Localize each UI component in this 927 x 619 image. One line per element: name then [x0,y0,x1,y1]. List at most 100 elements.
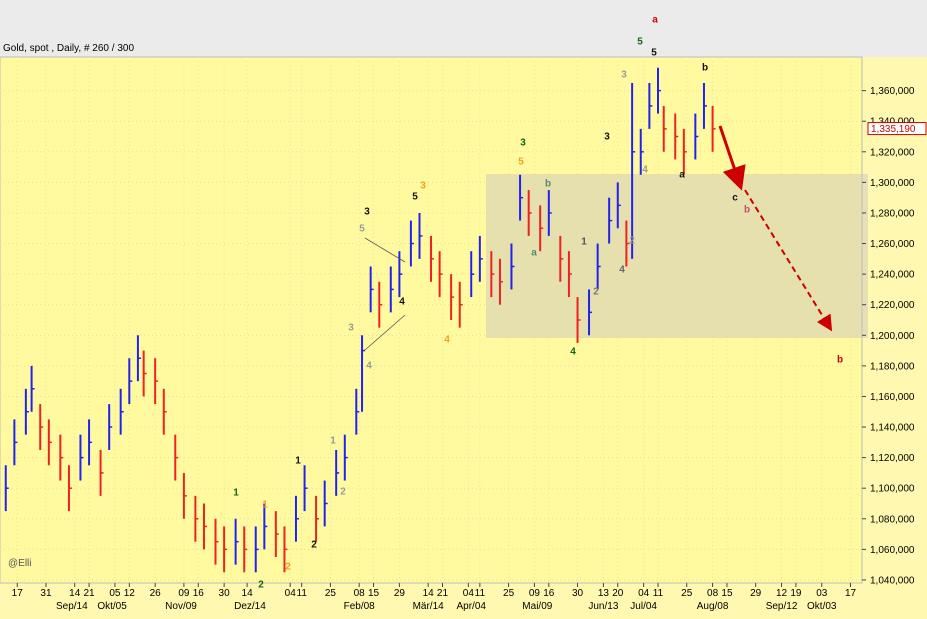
wave-label: 3 [348,323,354,334]
x-tick-label: 09 [178,588,190,599]
wave-label: b [702,63,708,74]
wave-label: 2 [340,487,346,498]
month-label: Mai/09 [522,601,552,612]
wave-label: 1 [233,488,239,499]
header-band [0,0,927,57]
x-tick-label: 12 [776,588,788,599]
wave-label: b [545,179,551,190]
y-tick-label: 1,160,000 [870,392,915,403]
wave-label: 2 [629,236,635,247]
x-tick-label: 15 [368,588,380,599]
x-tick-label: 09 [529,588,541,599]
month-label: Jun/13 [588,601,618,612]
wave-label: 5 [651,48,657,59]
axes: 1,040,000 1,060,000 1,080,000 1,100,000 1,12… [12,86,927,612]
y-tick-label: 1,140,000 [870,423,915,434]
x-tick-label: 29 [750,588,762,599]
y-tick-label: 1,320,000 [870,147,915,158]
x-tick-label: 04 [463,588,475,599]
y-tick-label: 1,080,000 [870,514,915,525]
x-tick-label: 25 [325,588,337,599]
wave-label: a [531,248,537,259]
last-price-label: 1,335,190 [871,124,916,135]
x-tick-label: 30 [572,588,584,599]
wave-label: 4 [642,165,648,176]
wave-line [364,237,406,263]
wave-label: 1 [330,436,336,447]
x-tick-label: 08 [354,588,366,599]
y-tick-label: 1,200,000 [870,331,915,342]
y-tick-label: 1,220,000 [870,300,915,311]
wave-label: 5 [412,192,418,203]
wave-label: 5 [518,157,524,168]
wave-label: 3 [420,181,426,192]
x-tick-label: 11 [475,588,486,599]
x-tick-label: 16 [543,588,555,599]
x-tick-label: 15 [721,588,733,599]
wave-label: 4 [570,347,576,358]
month-label: Nov/09 [165,601,197,612]
bars [4,67,716,573]
watermark: @Elli [8,558,32,569]
wave-label: 1 [262,500,268,511]
month-label: Jul/04 [630,601,657,612]
x-tick-label: 21 [84,588,96,599]
wave-label: 4 [444,335,450,346]
wave-label: 2 [593,287,599,298]
x-tick-label: 19 [790,588,802,599]
y-tick-label: 1,040,000 [870,575,915,586]
wave-label: c [732,193,738,204]
y-tick-label: 1,240,000 [870,270,915,281]
x-tick-label: 25 [681,588,693,599]
x-tick-label: 17 [12,588,24,599]
x-tick-label: 14 [69,588,81,599]
wave-label: 1 [295,456,301,467]
wave-label: 3 [604,132,610,143]
wave-label: 3 [621,70,627,81]
wave-label: 3 [520,138,526,149]
wave-label: 5 [359,224,365,235]
x-tick-label: 20 [612,588,624,599]
y-tick-label: 1,120,000 [870,453,915,464]
x-tick-label: 21 [437,588,449,599]
wave-label: 4 [399,297,405,308]
x-tick-label: 08 [707,588,719,599]
month-label: Aug/08 [697,601,729,612]
month-label: Okt/05 [97,601,127,612]
month-label: Okt/03 [807,601,837,612]
x-tick-label: 17 [845,588,857,599]
wave-label: 2 [258,580,264,591]
month-label: Dez/14 [234,601,266,612]
x-tick-label: 14 [423,588,435,599]
month-label: Sep/14 [56,601,88,612]
plot-area [0,56,863,584]
month-label: Sep/12 [766,601,798,612]
wave-line [364,314,406,351]
wave-label: 5 [637,37,643,48]
x-tick-label: 25 [503,588,515,599]
x-tick-label: 11 [653,588,664,599]
x-tick-label: 31 [40,588,52,599]
wave-label: 4 [619,265,625,276]
x-tick-label: 29 [394,588,406,599]
arrow [744,189,833,332]
wave-label: b [744,205,750,216]
target-zone [486,174,868,338]
wave-label: a [679,170,685,181]
x-tick-label: 03 [816,588,828,599]
wave-label: 4 [366,361,372,372]
wave-label: 1 [581,237,587,248]
wave-label: 2 [285,562,291,573]
chart-title: Gold, spot , Daily, # 260 / 300 [3,43,134,54]
wave-label: 2 [311,540,317,551]
x-tick-label: 14 [242,588,254,599]
x-tick-label: 26 [150,588,162,599]
x-tick-label: 11 [297,588,308,599]
wave-label: b [837,355,843,366]
x-tick-label: 30 [219,588,231,599]
y-tick-label: 1,360,000 [870,86,915,97]
month-label: Feb/08 [344,601,376,612]
y-tick-label: 1,300,000 [870,178,915,189]
